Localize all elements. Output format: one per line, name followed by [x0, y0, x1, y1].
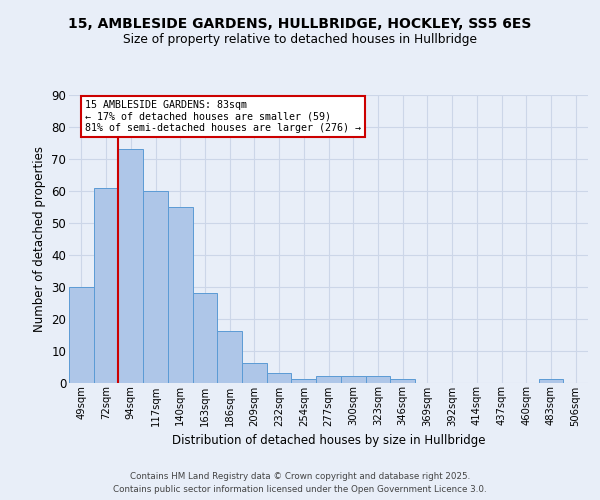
- Bar: [267, 373, 292, 382]
- Text: Contains HM Land Registry data © Crown copyright and database right 2025.
Contai: Contains HM Land Registry data © Crown c…: [113, 472, 487, 494]
- Bar: [341, 376, 365, 382]
- Bar: [316, 376, 341, 382]
- Text: 15, AMBLESIDE GARDENS, HULLBRIDGE, HOCKLEY, SS5 6ES: 15, AMBLESIDE GARDENS, HULLBRIDGE, HOCKL…: [68, 18, 532, 32]
- Bar: [217, 332, 242, 382]
- Bar: [365, 376, 390, 382]
- X-axis label: Distribution of detached houses by size in Hullbridge: Distribution of detached houses by size …: [172, 434, 485, 447]
- Bar: [292, 380, 316, 382]
- Bar: [193, 293, 217, 382]
- Y-axis label: Number of detached properties: Number of detached properties: [33, 146, 46, 332]
- Bar: [390, 380, 415, 382]
- Text: Size of property relative to detached houses in Hullbridge: Size of property relative to detached ho…: [123, 32, 477, 46]
- Bar: [143, 191, 168, 382]
- Text: 15 AMBLESIDE GARDENS: 83sqm
← 17% of detached houses are smaller (59)
81% of sem: 15 AMBLESIDE GARDENS: 83sqm ← 17% of det…: [85, 100, 361, 133]
- Bar: [94, 188, 118, 382]
- Bar: [168, 207, 193, 382]
- Bar: [539, 380, 563, 382]
- Bar: [242, 364, 267, 382]
- Bar: [69, 286, 94, 382]
- Bar: [118, 150, 143, 382]
